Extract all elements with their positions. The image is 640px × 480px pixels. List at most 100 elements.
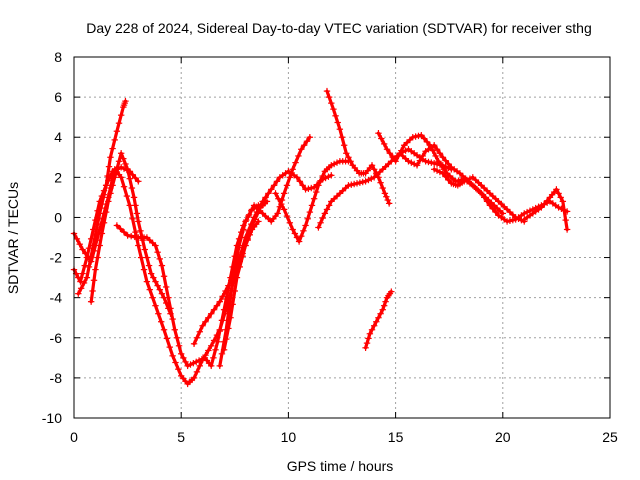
data-point: [295, 152, 302, 160]
data-point: [436, 150, 444, 157]
data-point: [336, 126, 344, 133]
data-point: [147, 270, 155, 277]
series-track: [432, 167, 526, 224]
data-point: [386, 150, 394, 157]
data-point: [248, 207, 255, 214]
data-point: [430, 160, 438, 167]
data-point: [169, 315, 176, 323]
data-point: [156, 255, 163, 263]
data-point: [270, 182, 278, 189]
y-tick-label: -6: [50, 330, 63, 346]
data-point: [345, 182, 352, 189]
data-point: [419, 152, 426, 160]
data-point: [366, 330, 374, 337]
data-point: [102, 182, 110, 189]
data-point: [140, 266, 148, 273]
data-point: [154, 282, 161, 289]
data-point: [89, 287, 96, 295]
data-point: [190, 340, 198, 347]
data-point: [172, 359, 179, 366]
data-point: [131, 233, 138, 241]
data-point: [332, 112, 339, 120]
data-point: [180, 354, 187, 362]
data-point: [384, 196, 391, 204]
series-5: [113, 202, 262, 370]
data-point: [304, 215, 311, 222]
data-point: [553, 186, 560, 193]
data-point: [94, 254, 101, 261]
data-point: [295, 238, 303, 245]
data-point: [555, 190, 562, 197]
data-point: [274, 210, 281, 217]
data-point: [561, 207, 568, 214]
data-point: [338, 134, 346, 141]
series-8: [220, 198, 271, 354]
data-point: [319, 172, 326, 180]
data-point: [389, 154, 396, 161]
data-point: [223, 335, 230, 343]
data-point: [306, 134, 314, 141]
data-point: [195, 357, 203, 364]
data-point: [293, 174, 301, 181]
data-point: [109, 182, 116, 189]
data-point: [98, 230, 106, 237]
data-point: [137, 254, 145, 261]
data-point: [83, 254, 91, 261]
data-point: [370, 322, 378, 329]
x-tick-label: 0: [70, 429, 78, 445]
data-point: [220, 306, 228, 313]
data-point: [300, 142, 308, 149]
data-point: [353, 180, 361, 187]
data-point: [205, 347, 212, 354]
data-point: [415, 132, 422, 140]
data-point: [298, 232, 305, 240]
data-point: [432, 152, 439, 160]
data-point: [231, 266, 238, 273]
data-point: [375, 314, 382, 321]
tick-labels: 0 5 10 15 20 25 -10 -8 -6 -4 -2 0 2 4 6 8: [42, 49, 618, 445]
data-point: [92, 231, 99, 239]
data-point: [129, 215, 136, 222]
data-point: [410, 160, 418, 168]
data-point: [111, 174, 118, 181]
y-tick-label: 8: [54, 49, 62, 65]
data-point: [107, 190, 114, 197]
series-9: [272, 158, 352, 245]
data-point: [350, 180, 358, 188]
series-3: [75, 97, 129, 297]
data-point: [433, 146, 441, 153]
data-point: [368, 326, 376, 333]
data-point: [365, 176, 372, 184]
data-point: [305, 185, 312, 192]
data-point: [325, 173, 332, 180]
data-point: [111, 136, 118, 144]
data-point: [133, 210, 141, 217]
data-point: [388, 288, 395, 295]
data-point: [515, 215, 522, 222]
data-point: [347, 158, 354, 165]
data-point: [218, 317, 226, 324]
data-point: [385, 200, 393, 207]
y-tick-label: 0: [54, 209, 62, 225]
data-point: [409, 134, 416, 141]
data-point: [135, 218, 142, 225]
data-point: [325, 202, 333, 209]
data-point: [94, 220, 101, 228]
data-point: [175, 365, 182, 373]
data-point: [98, 200, 106, 208]
data-point: [173, 334, 181, 341]
data-point: [420, 135, 428, 142]
data-point: [377, 310, 384, 317]
data-point: [135, 178, 142, 185]
data-point: [212, 346, 219, 354]
data-point: [330, 160, 338, 168]
data-point: [292, 159, 299, 166]
data-point: [100, 191, 108, 198]
data-point: [210, 354, 217, 362]
data-point: [254, 210, 261, 217]
data-point: [87, 253, 95, 260]
y-tick-label: -4: [50, 290, 63, 306]
data-point: [166, 343, 173, 351]
data-point: [251, 216, 259, 223]
